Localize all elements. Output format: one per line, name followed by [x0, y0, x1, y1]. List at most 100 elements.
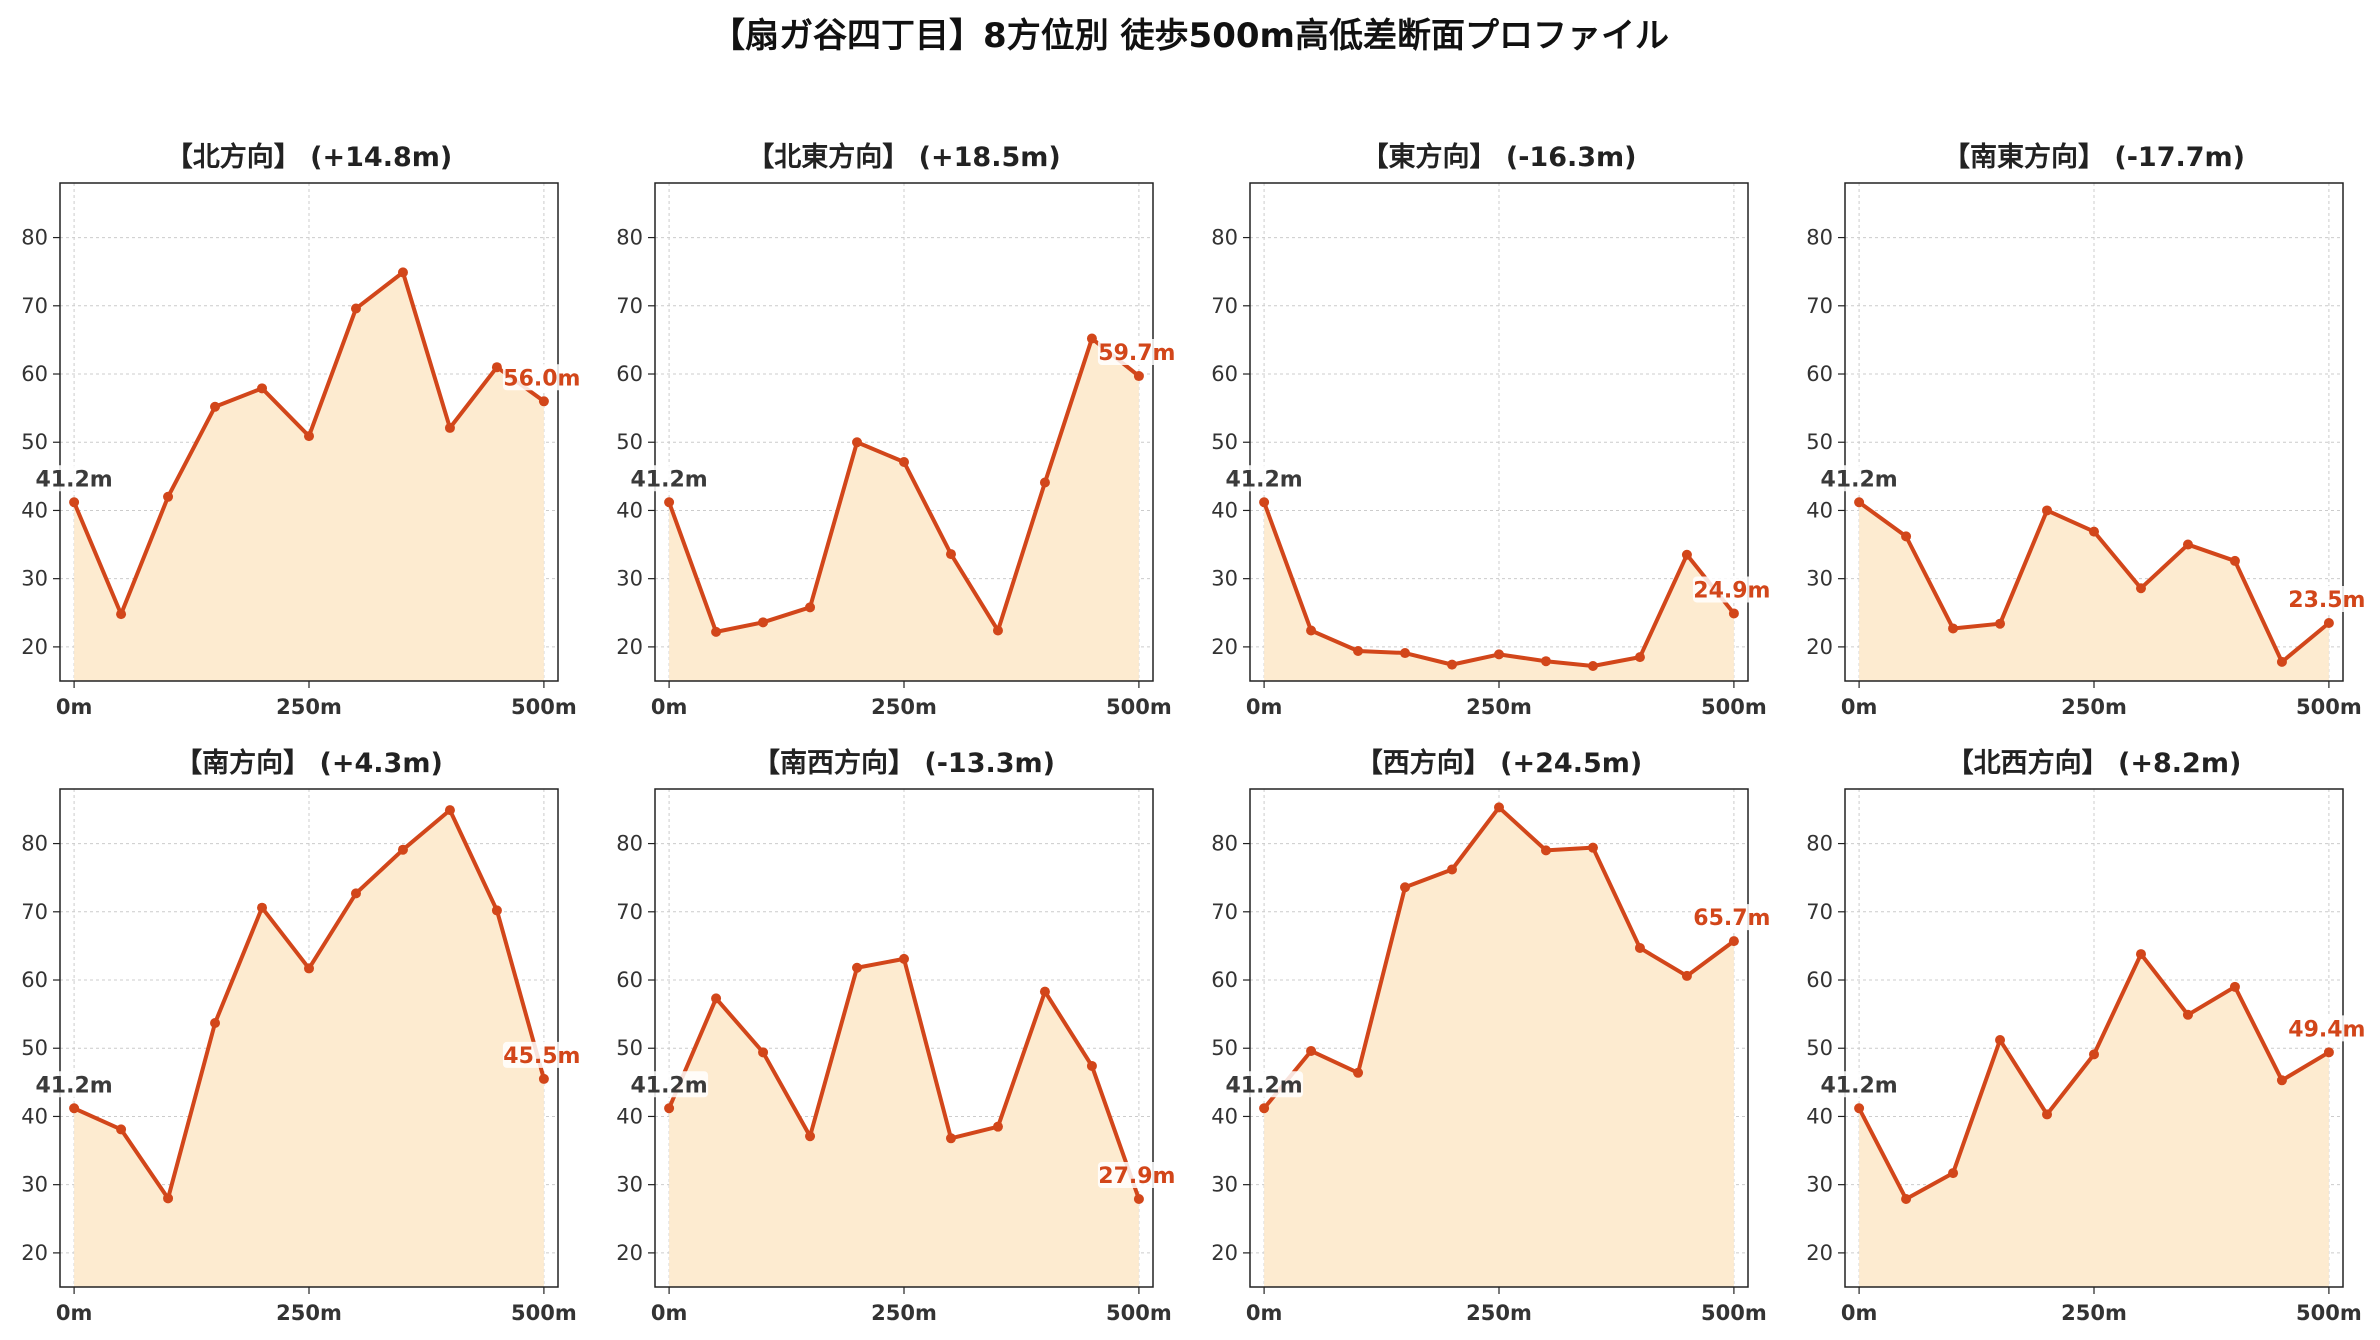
- data-point: [758, 1047, 769, 1058]
- y-tick-label: 20: [616, 635, 643, 659]
- y-tick-label: 80: [1806, 832, 1833, 856]
- data-point: [2276, 656, 2287, 667]
- y-tick-label: 20: [616, 1241, 643, 1265]
- data-point: [711, 626, 722, 637]
- data-point: [1995, 618, 2006, 629]
- data-point: [304, 431, 314, 442]
- area-fill: [669, 338, 1139, 681]
- start-label: 41.2m: [1820, 467, 1897, 492]
- end-label-bg: [1692, 576, 1771, 603]
- data-point: [2276, 1075, 2287, 1086]
- y-tick-label: 80: [21, 832, 48, 856]
- data-point: [1133, 371, 1144, 382]
- area-fill: [1859, 954, 2329, 1287]
- start-label-bg: [1820, 465, 1899, 492]
- y-tick-label: 40: [21, 498, 48, 522]
- end-label-bg: [1097, 1161, 1176, 1188]
- y-tick-label: 80: [1806, 226, 1833, 250]
- chart-panel-4: 20 30 40 50 60 70 80 0m 250m 500m 【南東方向】 (-17.7m) 4…: [1806, 141, 2366, 719]
- end-label-bg: [1097, 339, 1176, 366]
- panel-title: 【南方向】 (+4.3m): [175, 747, 443, 779]
- area-fill: [1264, 502, 1734, 681]
- end-label: 49.4m: [2288, 1017, 2365, 1042]
- area-fill: [1859, 502, 2329, 681]
- data-point: [1400, 648, 1411, 659]
- data-point: [899, 953, 909, 964]
- data-point: [992, 1121, 1003, 1132]
- start-label-bg: [1820, 1071, 1899, 1098]
- x-tick-label: 250m: [2061, 1301, 2127, 1325]
- end-label: 24.9m: [1693, 578, 1770, 603]
- y-tick-label: 20: [1806, 635, 1833, 659]
- x-tick-label: 500m: [511, 1301, 577, 1325]
- data-point: [1259, 497, 1270, 508]
- x-tick-label: 250m: [1466, 695, 1532, 719]
- y-tick-label: 50: [1806, 1036, 1833, 1060]
- x-tick-label: 250m: [871, 1301, 937, 1325]
- y-tick-label: 30: [21, 567, 48, 591]
- y-tick-label: 80: [1211, 832, 1238, 856]
- start-label: 41.2m: [35, 1073, 112, 1098]
- data-point: [2042, 505, 2053, 516]
- y-tick-label: 70: [1211, 900, 1238, 924]
- end-label-bg: [502, 1041, 581, 1068]
- chart-panel-6: 20 30 40 50 60 70 80 0m 250m 500m 【南西方向】 (-13.3m) 4…: [616, 747, 1176, 1325]
- data-point: [163, 1193, 174, 1204]
- data-point: [2042, 1109, 2053, 1120]
- end-label: 59.7m: [1098, 341, 1175, 366]
- data-point: [163, 491, 174, 502]
- start-label-bg: [630, 465, 709, 492]
- data-point: [2135, 949, 2146, 960]
- end-label: 65.7m: [1693, 906, 1770, 931]
- y-tick-label: 50: [616, 1036, 643, 1060]
- data-point: [945, 549, 956, 560]
- x-tick-label: 0m: [56, 695, 93, 719]
- data-point: [1494, 802, 1504, 813]
- data-point: [1353, 645, 1364, 656]
- data-point: [1353, 1067, 1364, 1078]
- area-fill: [1264, 807, 1734, 1287]
- data-point: [538, 1073, 549, 1084]
- y-tick-label: 40: [21, 1104, 48, 1128]
- data-point: [1447, 864, 1458, 875]
- start-label: 41.2m: [35, 467, 112, 492]
- y-tick-label: 30: [1211, 567, 1238, 591]
- y-tick-label: 50: [616, 430, 643, 454]
- data-point: [2229, 981, 2240, 992]
- panel-title: 【西方向】 (+24.5m): [1356, 747, 1642, 779]
- end-label-bg: [502, 364, 581, 391]
- x-tick-label: 500m: [1701, 695, 1767, 719]
- data-point: [2323, 618, 2334, 629]
- data-point: [992, 625, 1003, 636]
- data-point: [350, 888, 361, 899]
- data-point: [1634, 652, 1645, 663]
- data-point: [1681, 549, 1692, 560]
- data-point: [1400, 882, 1411, 893]
- panel-title: 【北東方向】 (+18.5m): [747, 141, 1060, 173]
- y-tick-label: 80: [616, 832, 643, 856]
- data-point: [1901, 531, 1912, 542]
- start-label: 41.2m: [630, 467, 707, 492]
- data-point: [805, 602, 816, 613]
- data-point: [210, 1017, 221, 1028]
- data-point: [852, 437, 863, 448]
- end-label: 27.9m: [1098, 1164, 1175, 1189]
- figure-title: 【扇ガ谷四丁目】8方位別 徒歩500m高低差断面プロファイル: [711, 16, 1669, 56]
- x-tick-label: 250m: [276, 695, 342, 719]
- data-point: [2182, 1009, 2193, 1020]
- x-tick-label: 500m: [2296, 695, 2362, 719]
- data-point: [350, 303, 361, 314]
- data-point: [1306, 1045, 1317, 1056]
- y-tick-label: 40: [1806, 498, 1833, 522]
- data-point: [2229, 555, 2240, 566]
- y-tick-label: 20: [1211, 635, 1238, 659]
- x-tick-label: 0m: [1246, 695, 1283, 719]
- x-tick-label: 250m: [1466, 1301, 1532, 1325]
- panel-title: 【北方向】 (+14.8m): [166, 141, 452, 173]
- y-tick-label: 60: [21, 968, 48, 992]
- y-tick-label: 60: [616, 968, 643, 992]
- x-tick-label: 250m: [276, 1301, 342, 1325]
- y-tick-label: 30: [21, 1173, 48, 1197]
- y-tick-label: 60: [1211, 968, 1238, 992]
